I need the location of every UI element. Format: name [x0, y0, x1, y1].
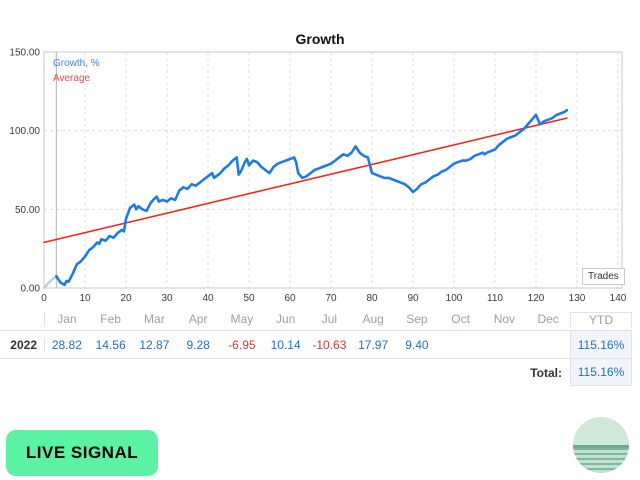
- svg-text:140: 140: [610, 293, 627, 304]
- month-value-may: -6.95: [228, 337, 256, 352]
- month-header-nov: Nov: [493, 312, 516, 326]
- stats-total-row: Total: 115.16%: [0, 359, 632, 386]
- svg-text:130: 130: [569, 293, 586, 304]
- month-header-apr: Apr: [188, 312, 208, 326]
- svg-text:50.00: 50.00: [15, 205, 40, 216]
- month-header-jun: Jun: [275, 312, 296, 326]
- year-label: 2022: [10, 337, 37, 352]
- svg-text:40: 40: [202, 293, 214, 304]
- month-header-jul: Jul: [321, 312, 338, 326]
- month-value-jan: 28.82: [44, 337, 89, 352]
- month-header-jan: Jan: [44, 312, 89, 326]
- month-value-jul: -10.63: [312, 337, 347, 352]
- svg-text:100: 100: [446, 293, 463, 304]
- month-header-aug: Aug: [362, 312, 384, 326]
- chart-title: Growth: [295, 31, 345, 47]
- month-value-sep: 9.40: [405, 337, 429, 352]
- month-header-mar: Mar: [144, 312, 165, 326]
- month-value-aug: 17.97: [358, 337, 389, 352]
- month-value-apr: 9.28: [186, 337, 210, 352]
- month-header-dec: Dec: [537, 312, 559, 326]
- svg-text:70: 70: [325, 293, 337, 304]
- month-header-oct: Oct: [451, 312, 470, 326]
- brand-sun-logo: [573, 417, 629, 473]
- chart-legend: Growth, % Average: [53, 56, 100, 86]
- ytd-value: 115.16%: [570, 331, 632, 358]
- legend-average-label: Average: [53, 73, 91, 84]
- month-value-feb: 14.56: [95, 337, 126, 352]
- legend-average: Average: [53, 71, 100, 86]
- total-value: 115.16%: [570, 359, 632, 386]
- month-value-mar: 12.87: [139, 337, 170, 352]
- svg-text:10: 10: [79, 293, 91, 304]
- legend-growth-label: Growth, %: [53, 58, 100, 69]
- svg-text:110: 110: [487, 293, 503, 304]
- svg-text:30: 30: [161, 293, 173, 304]
- logo-sun-half: [573, 417, 629, 445]
- stats-data-row: 2022 28.82 14.56 12.87 9.28 -6.95 10.14 -10.63 1…: [0, 331, 632, 359]
- svg-text:0: 0: [41, 293, 47, 304]
- legend-growth: Growth, %: [53, 56, 100, 71]
- logo-stripes-half: [573, 445, 629, 473]
- monthly-stats-table: Jan Feb Mar Apr May Jun Jul Aug Sep Oct Nov Dec YTD …: [0, 308, 632, 386]
- svg-text:80: 80: [366, 293, 378, 304]
- svg-text:0.00: 0.00: [21, 284, 41, 295]
- month-header-feb: Feb: [100, 312, 121, 326]
- svg-text:100.00: 100.00: [9, 126, 40, 137]
- svg-text:120: 120: [528, 293, 545, 304]
- total-label: Total:: [530, 365, 562, 380]
- growth-chart: 0.00 50.00 100.00 150.00 0 10 20 30 40 50 60 70 80 90…: [9, 48, 627, 305]
- svg-text:20: 20: [120, 293, 132, 304]
- svg-text:50: 50: [243, 293, 255, 304]
- stats-header-row: Jan Feb Mar Apr May Jun Jul Aug Sep Oct Nov Dec YTD: [0, 308, 632, 331]
- live-signal-button[interactable]: LIVE SIGNAL: [6, 430, 158, 476]
- trades-axis-label: Trades: [582, 268, 625, 285]
- month-header-sep: Sep: [406, 312, 428, 326]
- svg-text:150.00: 150.00: [9, 48, 40, 59]
- svg-text:60: 60: [284, 293, 296, 304]
- month-header-may: May: [230, 312, 254, 326]
- svg-text:90: 90: [407, 293, 419, 304]
- month-value-jun: 10.14: [270, 337, 301, 352]
- ytd-header: YTD: [570, 311, 632, 327]
